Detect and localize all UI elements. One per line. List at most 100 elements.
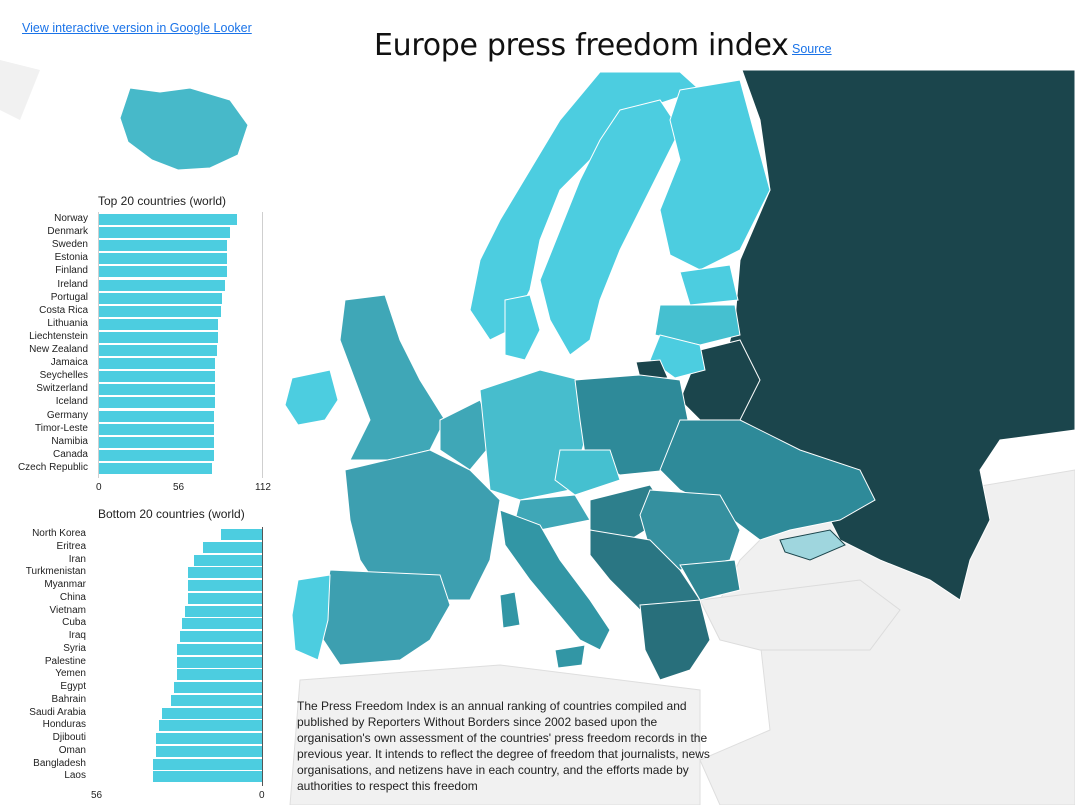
region-crimea[interactable] [779,529,846,561]
bar-top-5[interactable] [98,279,226,291]
bar-label: Switzerland [36,383,88,395]
country-italy[interactable] [499,509,611,651]
bar-label: Syria [63,642,86,654]
bar-label: Sweden [51,239,88,251]
bar-label: Eritrea [56,540,86,552]
bar-bottom-17[interactable] [155,745,262,757]
bar-label: Cuba [62,617,86,629]
bar-label: Canada [52,448,88,460]
bar-bottom-13[interactable] [170,694,262,706]
bar-label: Iceland [55,396,88,408]
country-czech-republic[interactable] [554,449,621,496]
country-benelux[interactable] [439,399,496,471]
bar-bottom-12[interactable] [173,682,262,693]
bar-label: New Zealand [29,344,88,355]
country-ukraine[interactable] [659,419,876,541]
bar-top-13[interactable] [98,384,216,396]
country-greece[interactable] [639,599,711,681]
country-bulgaria[interactable] [679,559,741,601]
bar-bottom-11[interactable] [176,669,262,681]
bar-label: Bangladesh [33,757,86,769]
bar-bottom-1[interactable] [203,541,262,553]
bar-top-18[interactable] [98,449,214,461]
country-denmark[interactable] [504,294,541,361]
bar-top-8[interactable] [98,318,219,330]
country-ireland[interactable] [284,369,339,426]
bar-top-15[interactable] [98,410,214,422]
bar-bottom-18[interactable] [152,758,262,770]
bar-label: Palestine [44,655,86,667]
bar-top-11[interactable] [98,358,216,370]
bar-label: Egypt [60,681,86,692]
country-sardinia[interactable] [499,591,521,629]
tick-label: 0 [96,482,102,493]
bar-top-9[interactable] [98,331,219,343]
bar-label: North Korea [32,528,86,539]
country-sweden[interactable] [539,99,681,356]
bar-top-12[interactable] [98,371,216,383]
bar-top-4[interactable] [98,266,227,278]
bar-bottom-4[interactable] [188,580,262,591]
tick-label: 112 [255,482,271,493]
bar-bottom-19[interactable] [152,771,262,783]
bar-label: Germany [46,409,88,421]
bar-label: Liechtenstein [29,330,88,342]
bar-bottom-7[interactable] [182,618,262,630]
bar-label: Vietnam [49,604,86,616]
bar-bottom-9[interactable] [176,643,262,655]
bar-top-3[interactable] [98,253,227,265]
bar-bottom-2[interactable] [194,554,262,566]
bar-label: Djibouti [52,732,86,743]
bar-label: Laos [64,770,86,782]
bar-bottom-6[interactable] [185,605,262,617]
top-chart-title: Top 20 countries (world) [98,194,227,208]
bar-label: Iran [68,553,86,565]
bar-label: Myanmar [44,579,86,590]
bar-top-6[interactable] [98,292,223,304]
bar-label: Oman [58,744,86,756]
country-spain[interactable] [319,569,451,666]
country-portugal[interactable] [291,574,331,661]
bar-bottom-8[interactable] [179,631,262,642]
country-finland[interactable] [659,79,771,271]
tick-label: 0 [259,790,265,801]
bar-label: China [59,591,86,603]
bar-top-7[interactable] [98,305,221,317]
bar-label: Seychelles [39,370,88,382]
bar-bottom-16[interactable] [155,733,262,744]
bar-top-2[interactable] [98,240,227,252]
country-sicily[interactable] [554,644,586,669]
bar-bottom-14[interactable] [161,707,262,719]
bar-top-10[interactable] [98,345,217,356]
bar-label: Iraq [68,630,86,641]
country-uk[interactable] [339,294,446,461]
tick-label: 56 [91,790,103,801]
bottom-chart-axis [262,527,263,786]
tick-label: 56 [173,482,185,493]
bar-bottom-3[interactable] [188,567,262,579]
bar-label: Finland [55,265,88,277]
bar-label: Norway [54,213,88,224]
description-text: The Press Freedom Index is an annual ran… [297,699,710,793]
bar-bottom-15[interactable] [158,720,262,732]
bar-label: Estonia [54,252,88,264]
bar-top-17[interactable] [98,436,214,448]
top-chart-axis [98,212,99,478]
bar-top-14[interactable] [98,397,216,409]
country-latvia[interactable] [654,304,741,346]
top-chart-gridline [262,212,263,478]
country-iceland[interactable] [119,87,249,171]
bar-top-19[interactable] [98,462,213,474]
bar-top-16[interactable] [98,423,214,435]
bar-label: Turkmenistan [25,566,86,578]
bar-top-0[interactable] [98,214,238,225]
bar-bottom-10[interactable] [176,656,262,668]
bottom-chart-title: Bottom 20 countries (world) [98,507,245,521]
country-france[interactable] [344,449,501,601]
bar-bottom-0[interactable] [220,529,262,540]
source-link[interactable]: Source [792,42,832,56]
looker-link[interactable]: View interactive version in Google Looke… [22,21,252,35]
bar-top-1[interactable] [98,227,230,239]
country-estonia[interactable] [679,264,739,306]
bar-bottom-5[interactable] [188,592,262,604]
